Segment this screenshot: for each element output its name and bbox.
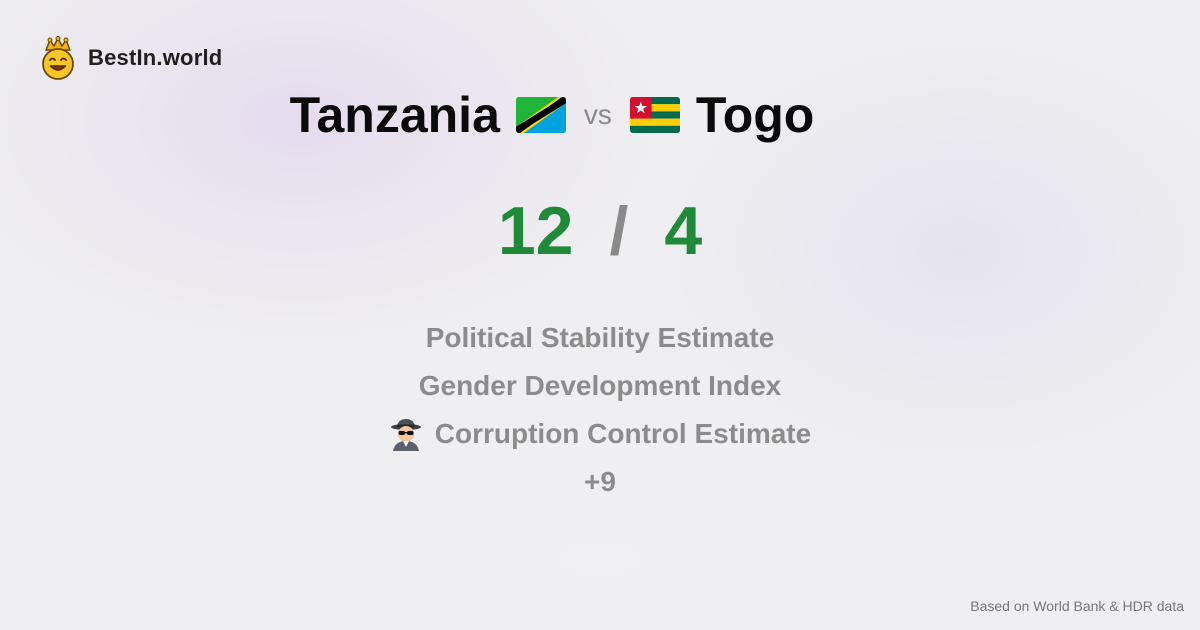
spy-icon bbox=[390, 419, 421, 451]
metric-label: +9 bbox=[584, 466, 616, 497]
metric-item: Political Stability Estimate bbox=[0, 314, 1200, 362]
metric-label: Political Stability Estimate bbox=[425, 322, 775, 353]
data-source-note: Based on World Bank & HDR data bbox=[970, 598, 1184, 614]
crowned-smiley-icon bbox=[42, 36, 74, 80]
metric-item: Corruption Control Estimate bbox=[0, 410, 1200, 458]
metric-label: Gender Development Index bbox=[418, 370, 782, 401]
metric-item: Gender Development Index bbox=[0, 362, 1200, 410]
vs-label: vs bbox=[583, 99, 612, 130]
comparison-title: Tanzania vs Togo bbox=[0, 86, 1104, 144]
togo-flag-icon bbox=[629, 97, 680, 133]
left-score: 12 bbox=[497, 193, 574, 269]
metric-more-count[interactable]: +9 bbox=[0, 458, 1200, 506]
tanzania-flag-icon bbox=[515, 97, 566, 133]
score-separator: / bbox=[609, 193, 629, 269]
right-country-name: Togo bbox=[695, 87, 815, 143]
metric-list: Political Stability Estimate Gender Deve… bbox=[0, 314, 1200, 506]
brand[interactable]: BestIn.world bbox=[38, 36, 222, 80]
metric-label: Corruption Control Estimate bbox=[434, 418, 812, 449]
right-score: 4 bbox=[664, 193, 703, 269]
left-country-name: Tanzania bbox=[289, 87, 500, 143]
score: 12 / 4 bbox=[0, 192, 1200, 270]
brand-name: BestIn.world bbox=[88, 45, 223, 70]
